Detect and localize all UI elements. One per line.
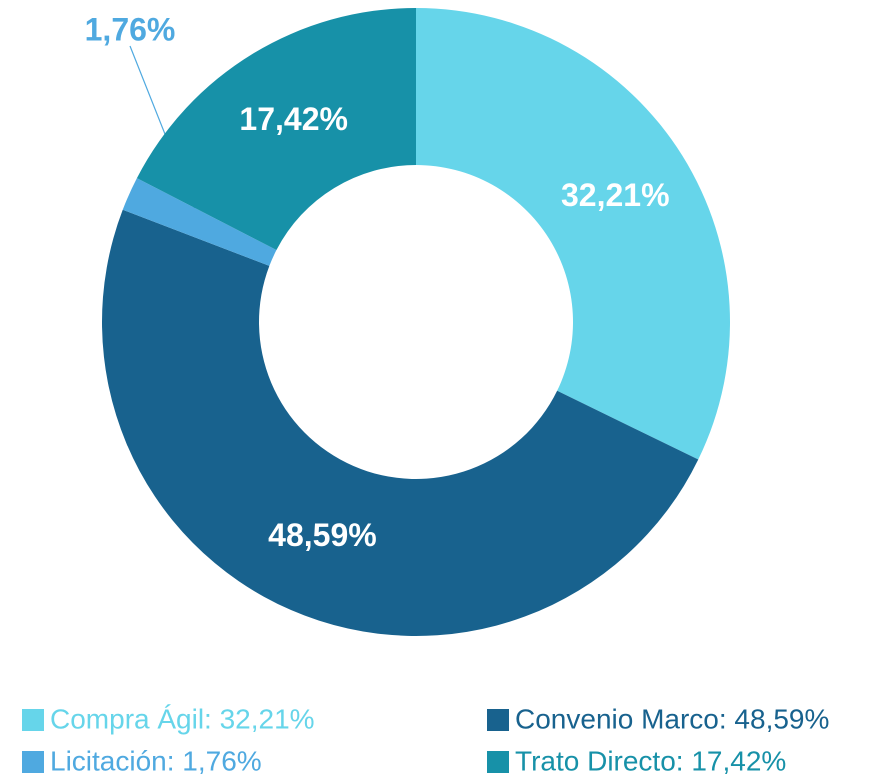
legend-label: Convenio Marco: 48,59%	[515, 703, 829, 734]
slice	[416, 8, 730, 460]
slice	[101, 209, 699, 637]
value-label: 32,21%	[561, 177, 670, 213]
legend-swatch	[487, 709, 509, 731]
legend-swatch	[487, 751, 509, 773]
legend-swatch	[22, 751, 44, 773]
value-label: 48,59%	[268, 517, 377, 553]
slice	[136, 8, 416, 251]
legend-label: Compra Ágil: 32,21%	[50, 703, 315, 734]
value-label: 17,42%	[239, 101, 348, 137]
legend-label: Trato Directo: 17,42%	[515, 745, 786, 776]
legend-label: Licitación: 1,76%	[50, 745, 262, 776]
legend-swatch	[22, 709, 44, 731]
value-label: 1,76%	[85, 11, 176, 47]
